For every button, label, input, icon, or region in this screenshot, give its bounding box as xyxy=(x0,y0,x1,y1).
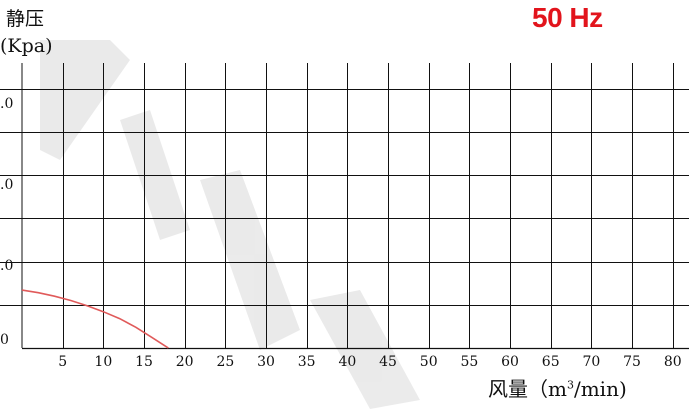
grid xyxy=(0,63,689,350)
x-axis-label-tail: /min) xyxy=(573,377,627,401)
x-tick-label: 75 xyxy=(623,354,641,370)
x-tick-label: 60 xyxy=(501,354,519,370)
x-tick-label: 45 xyxy=(379,354,397,370)
y-tick-labels: .0 .0 .0 0 xyxy=(0,96,13,348)
x-tick-label: 35 xyxy=(298,354,316,370)
chart-title: 50 Hz xyxy=(532,2,603,33)
series-line xyxy=(21,289,169,349)
x-tick-label: 25 xyxy=(216,354,234,370)
y-tick-label: .0 xyxy=(0,258,13,274)
x-tick-label: 15 xyxy=(135,354,153,370)
x-tick-labels: 5 10 15 20 25 30 35 40 45 50 55 60 65 70 75 80 xyxy=(58,354,681,370)
x-tick-label: 70 xyxy=(582,354,600,370)
x-tick-label: 10 xyxy=(94,354,112,370)
y-axis-label: 静压 xyxy=(6,8,45,30)
x-tick-label: 20 xyxy=(176,354,194,370)
x-axis-label-sup: 3 xyxy=(566,378,574,392)
x-tick-label: 80 xyxy=(664,354,682,370)
x-tick-label: 30 xyxy=(257,354,275,370)
y-axis-unit: (Kpa) xyxy=(0,35,53,57)
y-tick-label: .0 xyxy=(0,177,13,193)
series-group xyxy=(21,289,169,349)
x-tick-label: 55 xyxy=(460,354,478,370)
x-axis-label-text: 风量（ xyxy=(488,377,548,401)
x-axis-label-unit: m xyxy=(548,377,567,401)
x-tick-label: 65 xyxy=(542,354,560,370)
x-tick-label: 5 xyxy=(58,354,67,370)
y-tick-label: .0 xyxy=(0,96,13,112)
x-tick-label: 50 xyxy=(420,354,438,370)
x-tick-label: 40 xyxy=(338,354,356,370)
x-axis-label: 风量（m3/min) xyxy=(488,373,627,402)
y-tick-label: 0 xyxy=(0,332,9,348)
